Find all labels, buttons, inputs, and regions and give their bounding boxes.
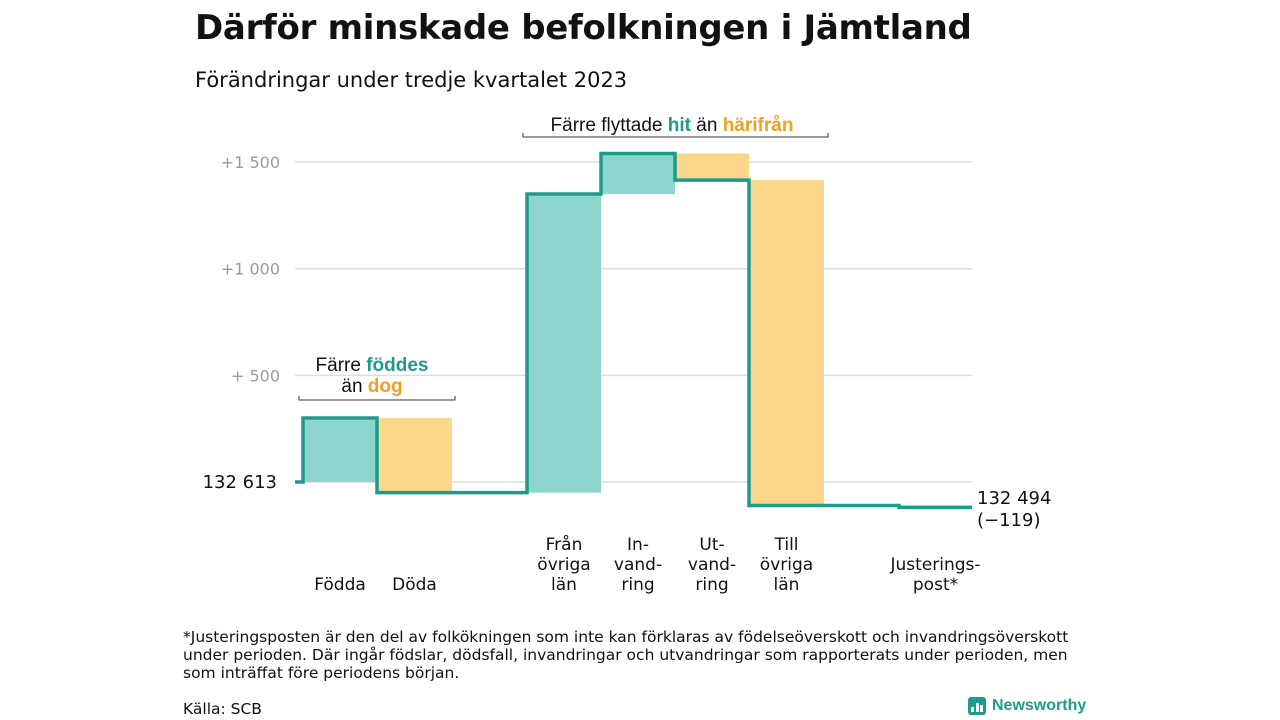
footnote: *Justeringsposten är den del av folkökni… — [183, 628, 1069, 682]
start-value-label: 132 613 — [203, 472, 277, 493]
bar — [377, 418, 452, 493]
category-label: ring — [621, 575, 654, 595]
newsworthy-icon — [968, 697, 986, 715]
annotation-bracket-migration — [522, 133, 829, 138]
category-label: Döda — [392, 575, 437, 595]
end-change-label: (−119) — [977, 510, 1040, 531]
category-label: län — [551, 575, 577, 595]
category-label: Justerings- — [889, 555, 980, 575]
waterfall-chart: + 500+1 000+1 500 Födda DödaFrånövrigalän… — [203, 115, 1052, 595]
annotation-migration: Färre flyttade hit än härifrån — [551, 115, 794, 136]
category-label: In- — [627, 535, 649, 555]
category-label: vand- — [614, 555, 662, 575]
brand-name: Newsworthy — [992, 697, 1087, 714]
y-axis-ticks: + 500 +1 000 +1 500 — [221, 153, 280, 385]
running-total-line-group — [295, 151, 972, 510]
category-label: övriga — [760, 555, 813, 575]
y-tick-label: + 500 — [231, 366, 280, 385]
bar — [303, 418, 377, 482]
chart-title: Därför minskade befolkningen i Jämtland — [195, 8, 972, 48]
category-label: Från — [546, 534, 583, 555]
running-total-line — [295, 151, 972, 510]
category-label: Till — [773, 535, 798, 555]
chart-subtitle: Förändringar under tredje kvartalet 2023 — [195, 68, 628, 92]
y-tick-label: +1 000 — [221, 260, 280, 279]
brand-logo: Newsworthy — [968, 697, 1086, 715]
category-label: ring — [695, 575, 728, 595]
bar — [749, 180, 824, 506]
bar — [675, 153, 749, 181]
category-label: län — [774, 575, 800, 595]
source-note: Källa: SCB — [183, 700, 262, 718]
bar — [527, 194, 601, 493]
category-label: post* — [913, 575, 958, 595]
bar — [601, 153, 675, 195]
category-labels: Födda DödaFrånövrigalänIn-vand-ringUt-van… — [314, 534, 980, 595]
y-tick-label: +1 500 — [221, 153, 280, 172]
annotation-birth-death-line1: Färre föddes — [316, 355, 429, 376]
category-label: Födda — [314, 575, 366, 595]
bars — [303, 153, 972, 508]
category-label: vand- — [688, 555, 736, 575]
category-label: övriga — [537, 555, 590, 575]
end-value-label: 132 494 — [977, 488, 1051, 509]
category-label: Ut- — [699, 535, 724, 555]
annotation-birth-death-line2: än dog — [341, 376, 402, 397]
annotation-bracket-birth-death — [298, 396, 456, 401]
start-end-labels: 132 613 132 494(−119) — [203, 472, 1052, 531]
